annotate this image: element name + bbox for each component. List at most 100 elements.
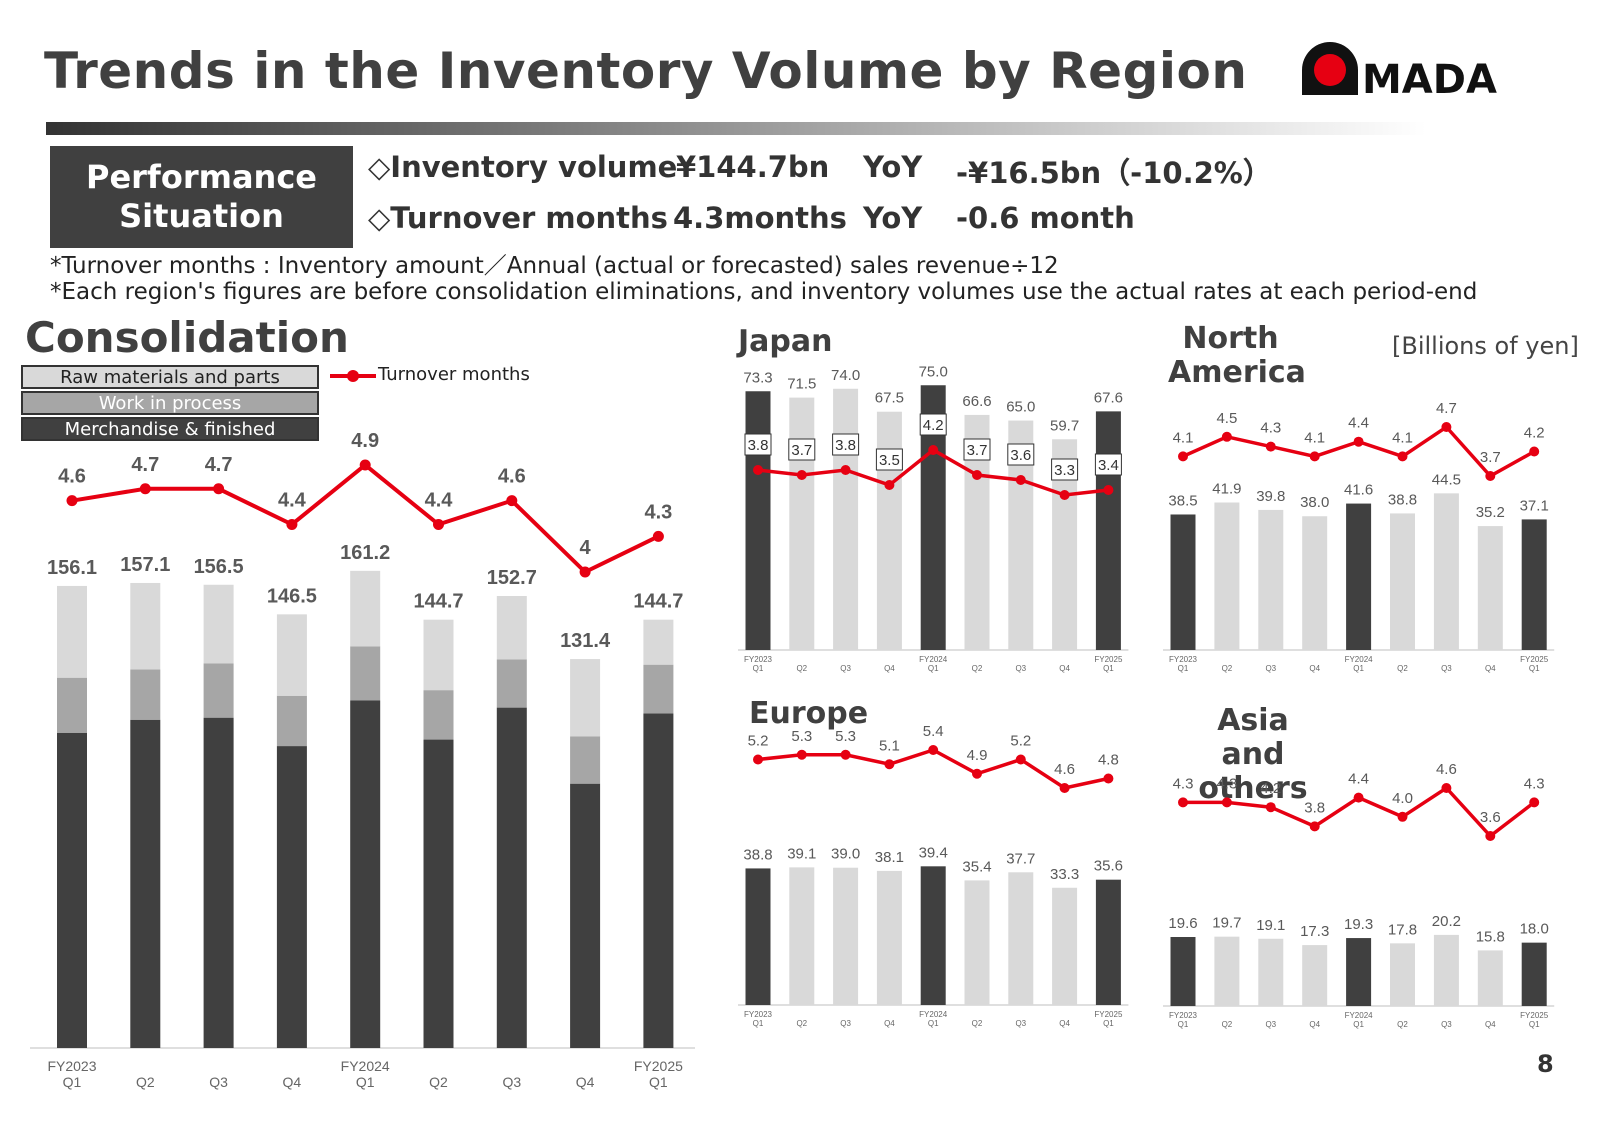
- consolidation-xtick-0: Q1: [63, 1074, 82, 1090]
- europe-bar-2: [833, 867, 859, 1005]
- europe-turnover-point-8: [1103, 773, 1114, 784]
- japan-xtick-year-4: FY2024: [919, 655, 948, 664]
- title-underline: [46, 122, 1426, 135]
- north-america-value-label-0: 38.5: [1168, 492, 1197, 509]
- japan-turnover-label-7: 3.3: [1054, 462, 1075, 479]
- consolidation-turnover-point-2: [213, 483, 225, 495]
- turnover-months-yoy: YoY: [863, 201, 923, 235]
- europe-title: Europe: [749, 696, 869, 731]
- europe-xtick-2: Q3: [840, 1019, 851, 1028]
- north-america-value-label-1: 41.9: [1212, 481, 1241, 498]
- consolidation-title: Consolidation: [25, 313, 349, 362]
- europe-xtick-year-4: FY2024: [919, 1010, 948, 1019]
- japan-xtick-7: Q4: [1059, 664, 1070, 673]
- north-america-xtick-5: Q2: [1397, 664, 1408, 673]
- legend-work-in-process: Work in process: [21, 391, 319, 415]
- north-america-xtick-7: Q4: [1485, 664, 1496, 673]
- europe-value-label-5: 35.4: [962, 858, 991, 875]
- north-america-turnover-label-4: 4.4: [1348, 415, 1369, 432]
- europe-xtick-7: Q4: [1059, 1019, 1070, 1028]
- turnover-months-label: ◇Turnover months: [368, 201, 668, 235]
- europe-turnover-label-7: 4.6: [1054, 761, 1075, 778]
- consolidation-bar-2-8: [643, 619, 674, 665]
- asia-value-label-3: 17.3: [1300, 923, 1329, 940]
- japan-xtick-6: Q3: [1015, 664, 1026, 673]
- svg-text:MADA: MADA: [1362, 57, 1497, 100]
- japan-turnover-point-7: [1059, 490, 1070, 500]
- consolidation-xtick-year-0: FY2023: [47, 1058, 96, 1074]
- europe-turnover-label-5: 4.9: [967, 747, 988, 764]
- consolidation-total-label-1: 157.1: [120, 554, 170, 576]
- asia-bar-0: [1170, 937, 1196, 1006]
- europe-bar-6: [1008, 872, 1034, 1005]
- inventory-volume-yoy: YoY: [863, 150, 923, 184]
- europe-xtick-1: Q2: [796, 1019, 807, 1028]
- japan-bar-3: [876, 411, 902, 650]
- japan-title: Japan: [738, 324, 833, 359]
- north-america-value-label-4: 41.6: [1344, 482, 1373, 499]
- north-america-xtick-year-0: FY2023: [1169, 655, 1198, 664]
- consolidation-bar-1-0: [57, 677, 87, 733]
- consolidation-turnover-label-0: 4.6: [58, 466, 86, 488]
- europe-bar-8: [1095, 879, 1121, 1005]
- asia-value-label-7: 15.8: [1476, 928, 1505, 945]
- asia-value-label-5: 17.8: [1388, 921, 1417, 938]
- north-america-value-label-7: 35.2: [1476, 504, 1505, 521]
- japan-turnover-point-3: [884, 480, 895, 490]
- consolidation-turnover-point-5: [433, 518, 444, 530]
- consolidation-bar-2-5: [423, 619, 454, 691]
- consolidation-bar-2-1: [130, 582, 161, 670]
- consolidation-bar-2-7: [570, 659, 601, 737]
- europe-xtick-year-8: FY2025: [1094, 1010, 1123, 1019]
- asia-xtick-year-4: FY2024: [1345, 1011, 1374, 1020]
- consolidation-bar-1-7: [570, 736, 601, 784]
- japan-turnover-box-1: [788, 438, 816, 461]
- north-america-value-label-2: 39.8: [1256, 488, 1285, 505]
- consolidation-turnover-label-8: 4.3: [644, 501, 672, 523]
- asia-xtick-1: Q2: [1222, 1020, 1233, 1029]
- japan-turnover-label-3: 3.5: [879, 452, 900, 469]
- europe-bar-0: [745, 868, 771, 1005]
- europe-xtick-8: Q1: [1103, 1019, 1114, 1028]
- asia-turnover-point-7: [1485, 831, 1496, 841]
- north-america-turnover-point-1: [1221, 431, 1232, 442]
- consolidation-turnover-point-8: [652, 530, 664, 542]
- consolidation-bar-0-4: [350, 700, 381, 1048]
- legend-turnover-line: [330, 370, 376, 382]
- asia-turnover-label-7: 3.6: [1480, 809, 1501, 826]
- japan-xtick-1: Q2: [796, 664, 807, 673]
- asia-value-label-4: 19.3: [1344, 916, 1373, 933]
- japan-turnover-point-1: [796, 470, 807, 480]
- consolidation-bar-1-6: [496, 659, 527, 708]
- north-america-turnover-label-5: 4.1: [1392, 429, 1413, 446]
- note-region: *Each region's figures are before consol…: [50, 279, 1478, 305]
- consolidation-xtick-4: Q1: [356, 1074, 375, 1090]
- consolidation-bar-0-7: [570, 783, 601, 1048]
- japan-value-label-7: 59.7: [1050, 417, 1079, 434]
- asia-title: Asia and others: [1198, 703, 1308, 806]
- north-america-value-label-3: 38.0: [1300, 494, 1329, 511]
- north-america-turnover-label-8: 4.2: [1524, 425, 1545, 442]
- consolidation-turnover-point-4: [359, 459, 371, 471]
- europe-turnover-point-6: [1015, 754, 1026, 765]
- asia-bar-8: [1521, 942, 1547, 1006]
- consolidation-bar-0-3: [276, 746, 307, 1048]
- japan-turnover-point-8: [1103, 485, 1114, 495]
- north-america-turnover-label-0: 4.1: [1173, 429, 1194, 446]
- consolidation-turnover-point-0: [66, 495, 78, 507]
- asia-xtick-8: Q1: [1529, 1020, 1540, 1029]
- consolidation-xtick-5: Q2: [429, 1074, 448, 1090]
- consolidation-xtick-1: Q2: [136, 1074, 155, 1090]
- inventory-volume-value: ¥144.7bn: [676, 150, 830, 184]
- consolidation-bar-1-1: [130, 669, 161, 720]
- consolidation-bar-0-5: [423, 739, 454, 1048]
- japan-value-label-1: 71.5: [787, 376, 816, 393]
- performance-situation-box: Performance Situation: [50, 146, 353, 248]
- north-america-value-label-6: 44.5: [1432, 471, 1461, 488]
- japan-bar-5: [964, 414, 990, 650]
- japan-turnover-line: [757, 447, 1109, 497]
- north-america-xtick-0: Q1: [1178, 664, 1189, 673]
- japan-xtick-year-8: FY2025: [1094, 655, 1123, 664]
- amada-logo: MADA: [1302, 42, 1497, 100]
- asia-bar-1: [1214, 936, 1240, 1006]
